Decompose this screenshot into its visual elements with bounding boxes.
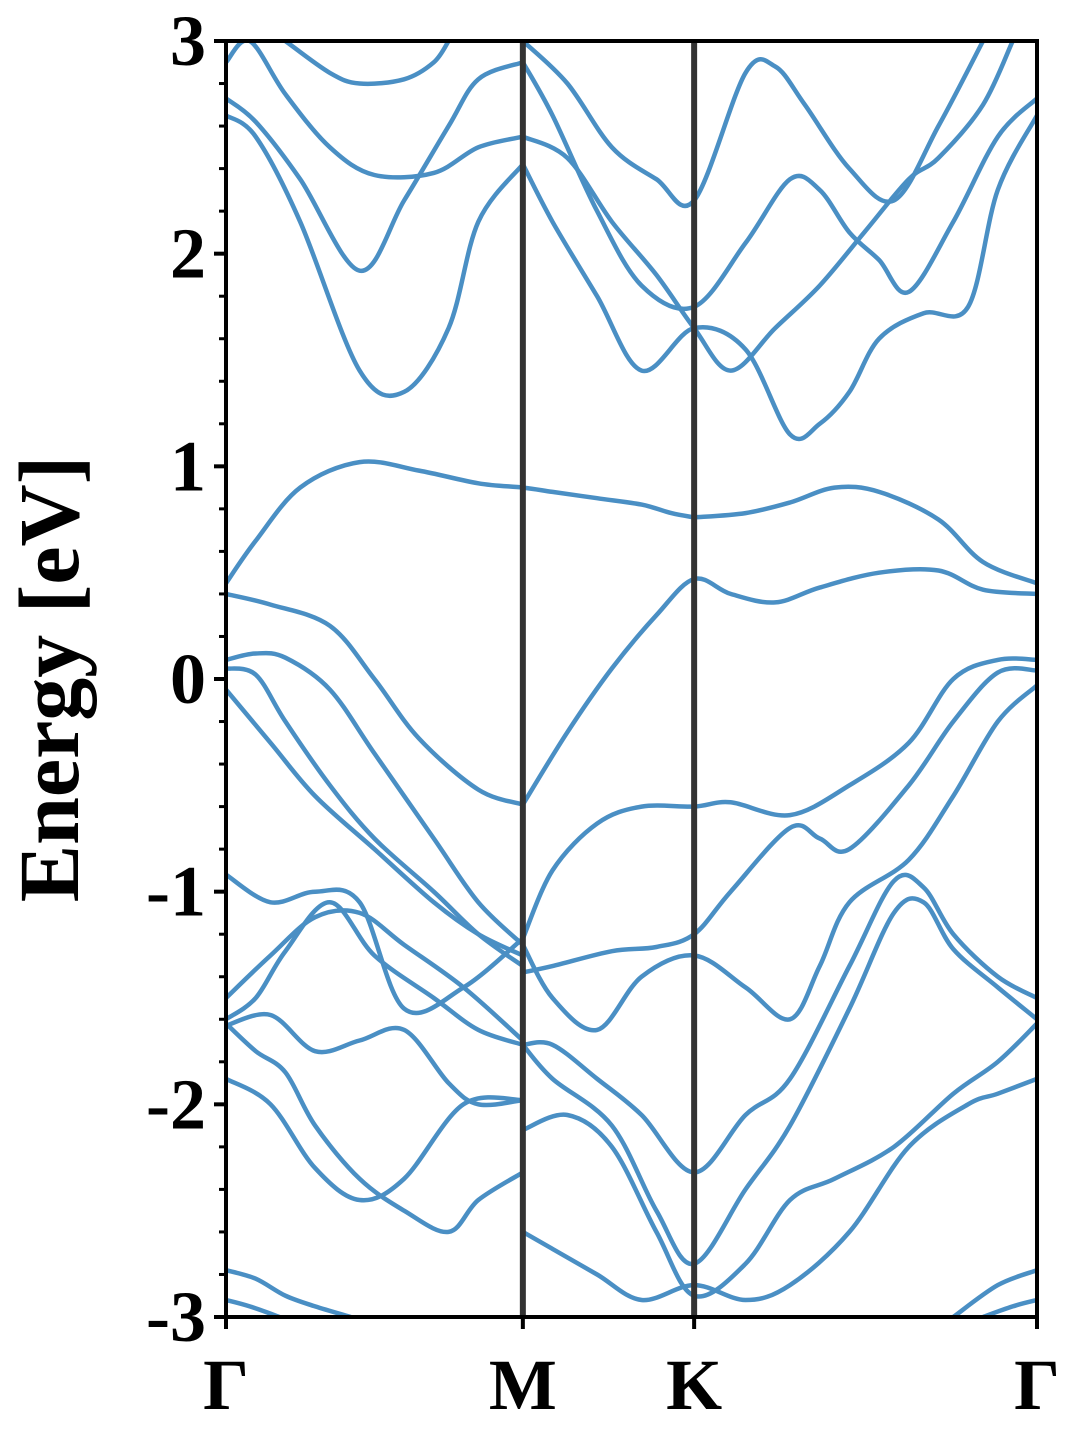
- band-line-8: [520, 656, 1037, 941]
- band-line-22: [226, 1297, 282, 1317]
- y-axis-label: Energy [eV]: [1, 456, 97, 903]
- band-line-17: [226, 1076, 526, 1203]
- band-line-32: [520, 41, 986, 209]
- band-line-2: [691, 484, 1037, 586]
- axis-ticks: [214, 39, 1039, 1329]
- y-tick-label: 2: [170, 214, 206, 294]
- band-line-19: [520, 1021, 1037, 1299]
- band-line-15: [520, 872, 1037, 1175]
- band-line-9: [520, 666, 1037, 975]
- band-line-31: [283, 41, 451, 87]
- x-tick-label-K: K: [666, 1345, 722, 1425]
- band-line-13: [226, 900, 526, 1048]
- band-line-29: [226, 41, 526, 180]
- band-line-21: [226, 1267, 353, 1317]
- band-line-1: [226, 459, 697, 586]
- band-line-24: [951, 1267, 1037, 1317]
- band-line-18: [226, 1021, 526, 1235]
- plot-frame: [224, 39, 1039, 1319]
- band-line-30: [520, 41, 1015, 373]
- high-symmetry-lines: [519, 41, 698, 1317]
- band-line-28: [520, 60, 1037, 312]
- y-tick-label: 0: [170, 639, 206, 719]
- y-tick-labels: 3 2 1 0 -1 -2 -3: [146, 1, 206, 1357]
- x-tick-label-Γ: Γ: [1014, 1345, 1060, 1425]
- band-line-16: [520, 896, 1037, 1267]
- band-line-12: [226, 908, 526, 1043]
- band-line-10: [520, 683, 1037, 1033]
- band-line-14: [226, 1011, 526, 1108]
- band-lines: [226, 41, 1037, 1317]
- y-tick-label: 3: [170, 1, 206, 81]
- band-line-4: [520, 566, 1037, 807]
- x-tick-label-M: M: [489, 1345, 557, 1425]
- y-tick-label: -3: [146, 1277, 206, 1357]
- band-line-26: [520, 113, 1037, 442]
- band-line-20: [520, 1076, 1037, 1303]
- band-line-25: [226, 113, 526, 399]
- y-tick-label: -2: [146, 1064, 206, 1144]
- band-line-27: [226, 60, 526, 273]
- band-line-11: [226, 872, 526, 1016]
- y-tick-label: -1: [146, 852, 206, 932]
- band-line-5: [226, 650, 526, 948]
- band-line-23: [980, 1297, 1037, 1317]
- band-line-7: [226, 687, 526, 958]
- band-line-3: [226, 591, 526, 807]
- y-tick-label: 1: [170, 426, 206, 506]
- x-tick-label-Γ: Γ: [203, 1345, 249, 1425]
